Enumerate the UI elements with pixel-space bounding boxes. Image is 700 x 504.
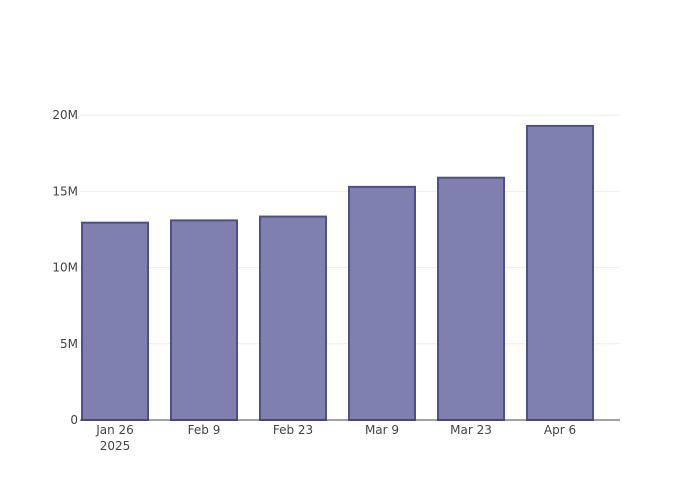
- bar[interactable]: [81, 221, 149, 421]
- y-tick-label: 15M: [52, 184, 78, 198]
- x-tick-sublabel: 2025: [100, 439, 131, 453]
- bars-layer: [81, 124, 594, 422]
- bar[interactable]: [259, 215, 327, 421]
- bar[interactable]: [348, 185, 416, 421]
- y-tick-label: 0: [70, 413, 78, 427]
- x-tick-label: Feb 23: [273, 423, 313, 437]
- bar[interactable]: [526, 124, 594, 422]
- y-tick-label: 5M: [60, 337, 78, 351]
- x-tick-label: Mar 23: [450, 423, 492, 437]
- x-tick-label: Jan 26: [95, 423, 134, 437]
- x-tick-label: Feb 9: [188, 423, 221, 437]
- axis-layer: 0 5M 10M 15M 20M Jan 26 2025 Feb 9 Feb 23 Mar 9 Ma…: [52, 108, 620, 453]
- y-tick-label: 20M: [52, 108, 78, 122]
- bar[interactable]: [170, 219, 238, 421]
- bar[interactable]: [437, 176, 505, 421]
- x-tick-label: Apr 6: [544, 423, 576, 437]
- x-tick-label: Mar 9: [365, 423, 399, 437]
- y-tick-label: 10M: [52, 261, 78, 275]
